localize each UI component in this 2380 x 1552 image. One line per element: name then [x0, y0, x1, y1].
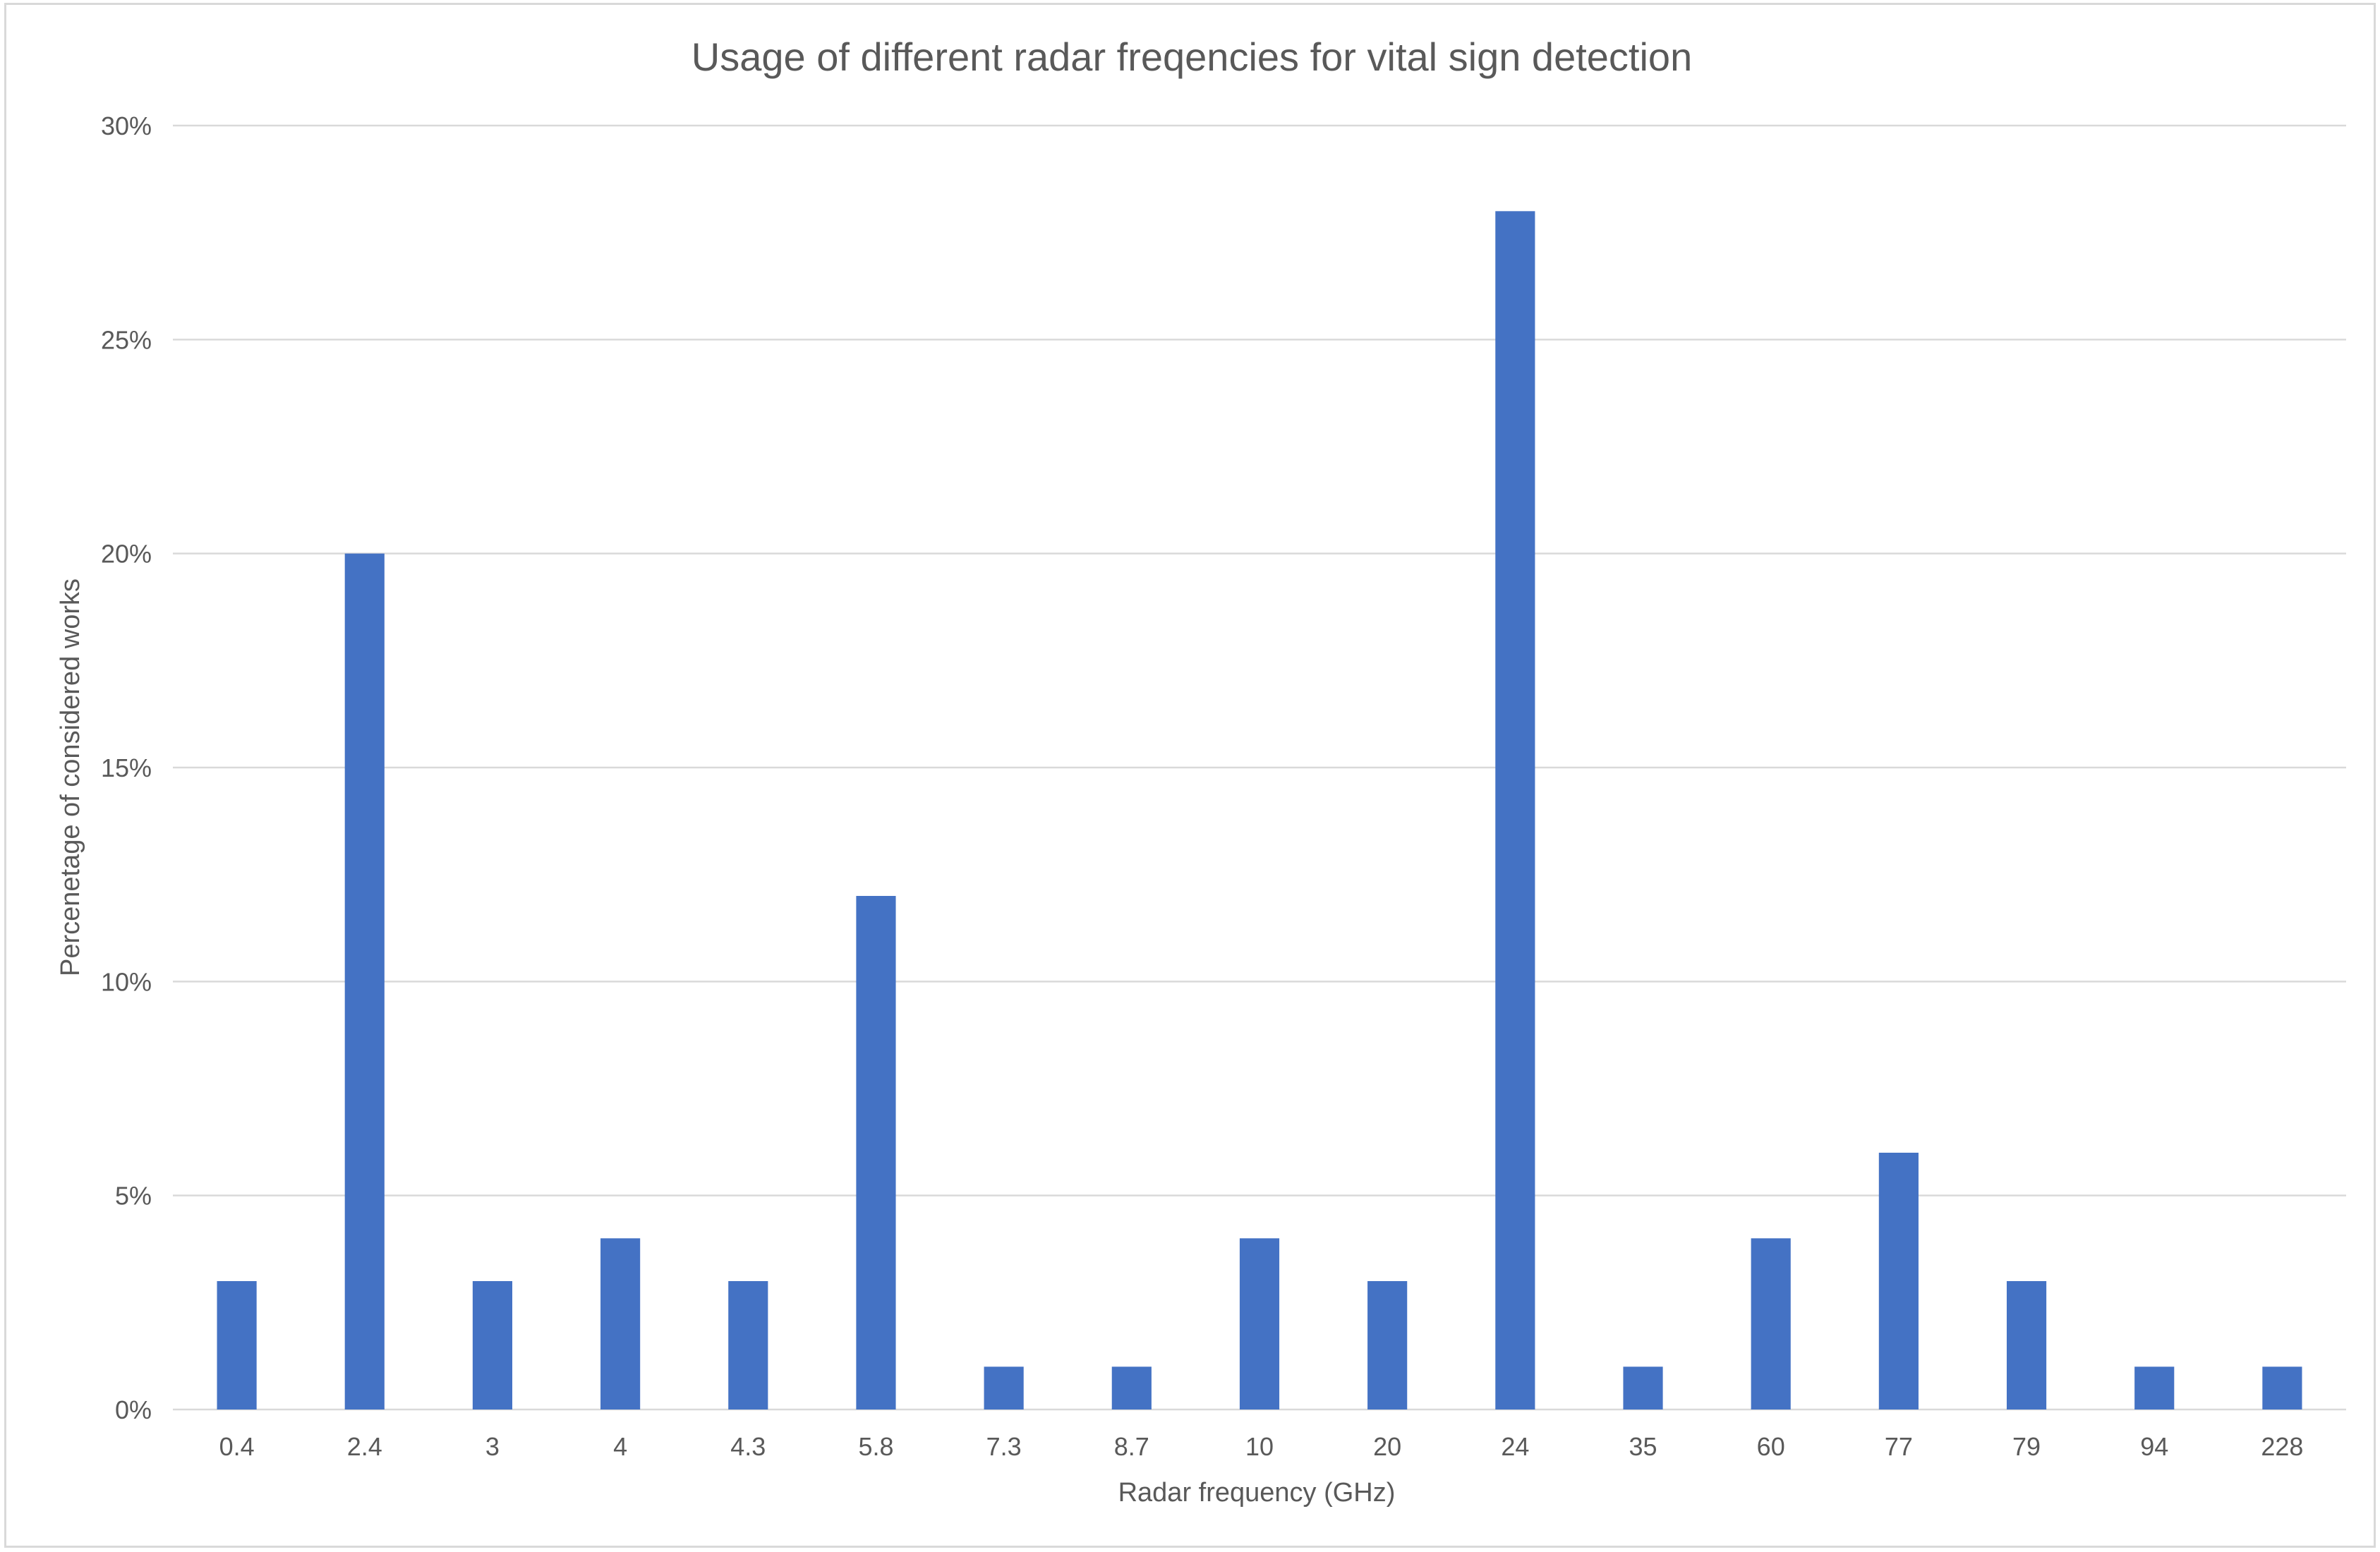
y-tick-label: 0%	[115, 1395, 152, 1424]
x-tick-label: 77	[1885, 1432, 1913, 1461]
bar-60	[1751, 1238, 1791, 1409]
x-tick-label: 8.7	[1114, 1432, 1149, 1461]
chart-svg: Usage of different radar freqencies for …	[56, 35, 2346, 1508]
y-tick-label: 15%	[101, 753, 152, 782]
x-tick-label: 7.3	[986, 1432, 1022, 1461]
bars	[217, 211, 2302, 1410]
x-tick-label: 60	[1757, 1432, 1785, 1461]
x-tick-label: 79	[2012, 1432, 2041, 1461]
gridlines	[173, 124, 2346, 1411]
bar-3	[472, 1281, 513, 1409]
bar-8.7	[1111, 1366, 1152, 1409]
y-tick-label: 25%	[101, 325, 152, 354]
x-tick-label: 3	[485, 1432, 500, 1461]
bar-35	[1623, 1366, 1663, 1409]
chart-title: Usage of different radar freqencies for …	[691, 35, 1692, 79]
x-axis-title: Radar frequency (GHz)	[1118, 1478, 1396, 1508]
bar-7.3	[984, 1366, 1024, 1409]
bar-77	[1878, 1153, 1919, 1409]
bar-4	[600, 1238, 641, 1409]
bar-10	[1239, 1238, 1280, 1409]
bar-2.4	[344, 553, 385, 1410]
x-tick-label: 24	[1501, 1432, 1529, 1461]
bar-24	[1495, 211, 1535, 1410]
y-tick-label: 20%	[101, 540, 152, 569]
bar-94	[2134, 1366, 2175, 1409]
y-axis-ticks: 0% 5% 10% 15% 20% 25% 30%	[101, 111, 152, 1424]
y-tick-label: 30%	[101, 111, 152, 140]
y-tick-label: 5%	[115, 1182, 152, 1211]
bar-20	[1367, 1281, 1408, 1409]
x-tick-label: 4.3	[730, 1432, 766, 1461]
y-axis-title: Percenetage of considered works	[56, 578, 85, 976]
x-tick-label: 228	[2261, 1432, 2303, 1461]
bar-4.3	[728, 1281, 768, 1409]
x-tick-label: 94	[2140, 1432, 2168, 1461]
chart-frame: Usage of different radar freqencies for …	[4, 3, 2376, 1548]
x-tick-label: 4	[613, 1432, 627, 1461]
x-tick-label: 20	[1373, 1432, 1401, 1461]
x-tick-label: 5.8	[858, 1432, 893, 1461]
y-tick-label: 10%	[101, 967, 152, 996]
x-tick-label: 2.4	[347, 1432, 382, 1461]
bar-0.4	[217, 1281, 257, 1409]
bar-79	[2006, 1281, 2047, 1409]
bar-228	[2262, 1366, 2302, 1409]
x-tick-label: 10	[1245, 1432, 1274, 1461]
x-axis-ticks: 0.4 2.4 3 4 4.3 5.8 7.3 8.7 10 20 24 35 60 77 79 94 228	[219, 1432, 2304, 1461]
x-tick-label: 0.4	[219, 1432, 255, 1461]
bar-5.8	[856, 896, 896, 1409]
x-tick-label: 35	[1629, 1432, 1657, 1461]
